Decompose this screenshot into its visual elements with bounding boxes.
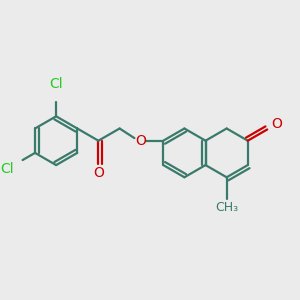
Text: Cl: Cl — [0, 162, 14, 176]
Text: CH₃: CH₃ — [215, 201, 238, 214]
Text: O: O — [271, 117, 282, 131]
Text: O: O — [93, 167, 104, 181]
Text: Cl: Cl — [49, 77, 63, 91]
Text: O: O — [135, 134, 146, 148]
